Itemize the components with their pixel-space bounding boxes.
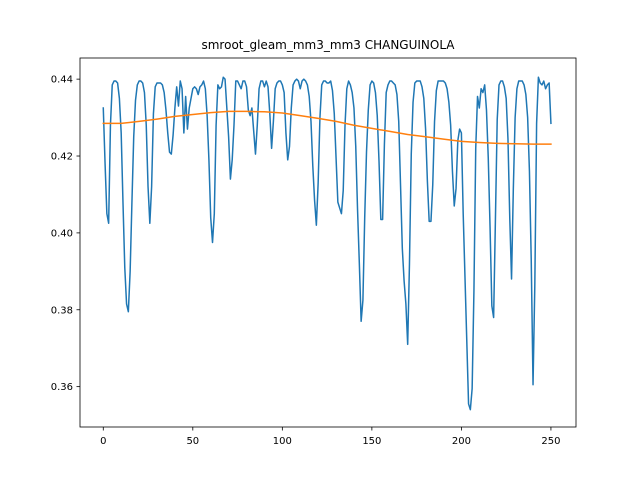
y-tick-label: 0.40 (51, 228, 73, 239)
x-tick-label: 0 (100, 436, 106, 447)
x-tick-label: 100 (273, 436, 292, 447)
series-line-2 (102, 110, 552, 145)
y-tick-label: 0.42 (51, 152, 73, 163)
plot-area: 0 50 100 150 200 250 0.36 0.38 0.40 0.42 0.44 (51, 57, 577, 447)
y-tick-label: 0.44 (51, 75, 73, 86)
y-tick-label: 0.36 (51, 382, 73, 393)
y-tick-label: 0.38 (51, 305, 73, 316)
series-line-1 (102, 76, 552, 411)
chart-title: smroot_gleam_mm3_mm3 CHANGUINOLA (201, 38, 455, 52)
x-tick-label: 150 (362, 436, 381, 447)
x-tick-label: 50 (186, 436, 199, 447)
axes-frame (79, 57, 577, 428)
x-tick-label: 200 (452, 436, 471, 447)
x-tick-label: 250 (541, 436, 560, 447)
